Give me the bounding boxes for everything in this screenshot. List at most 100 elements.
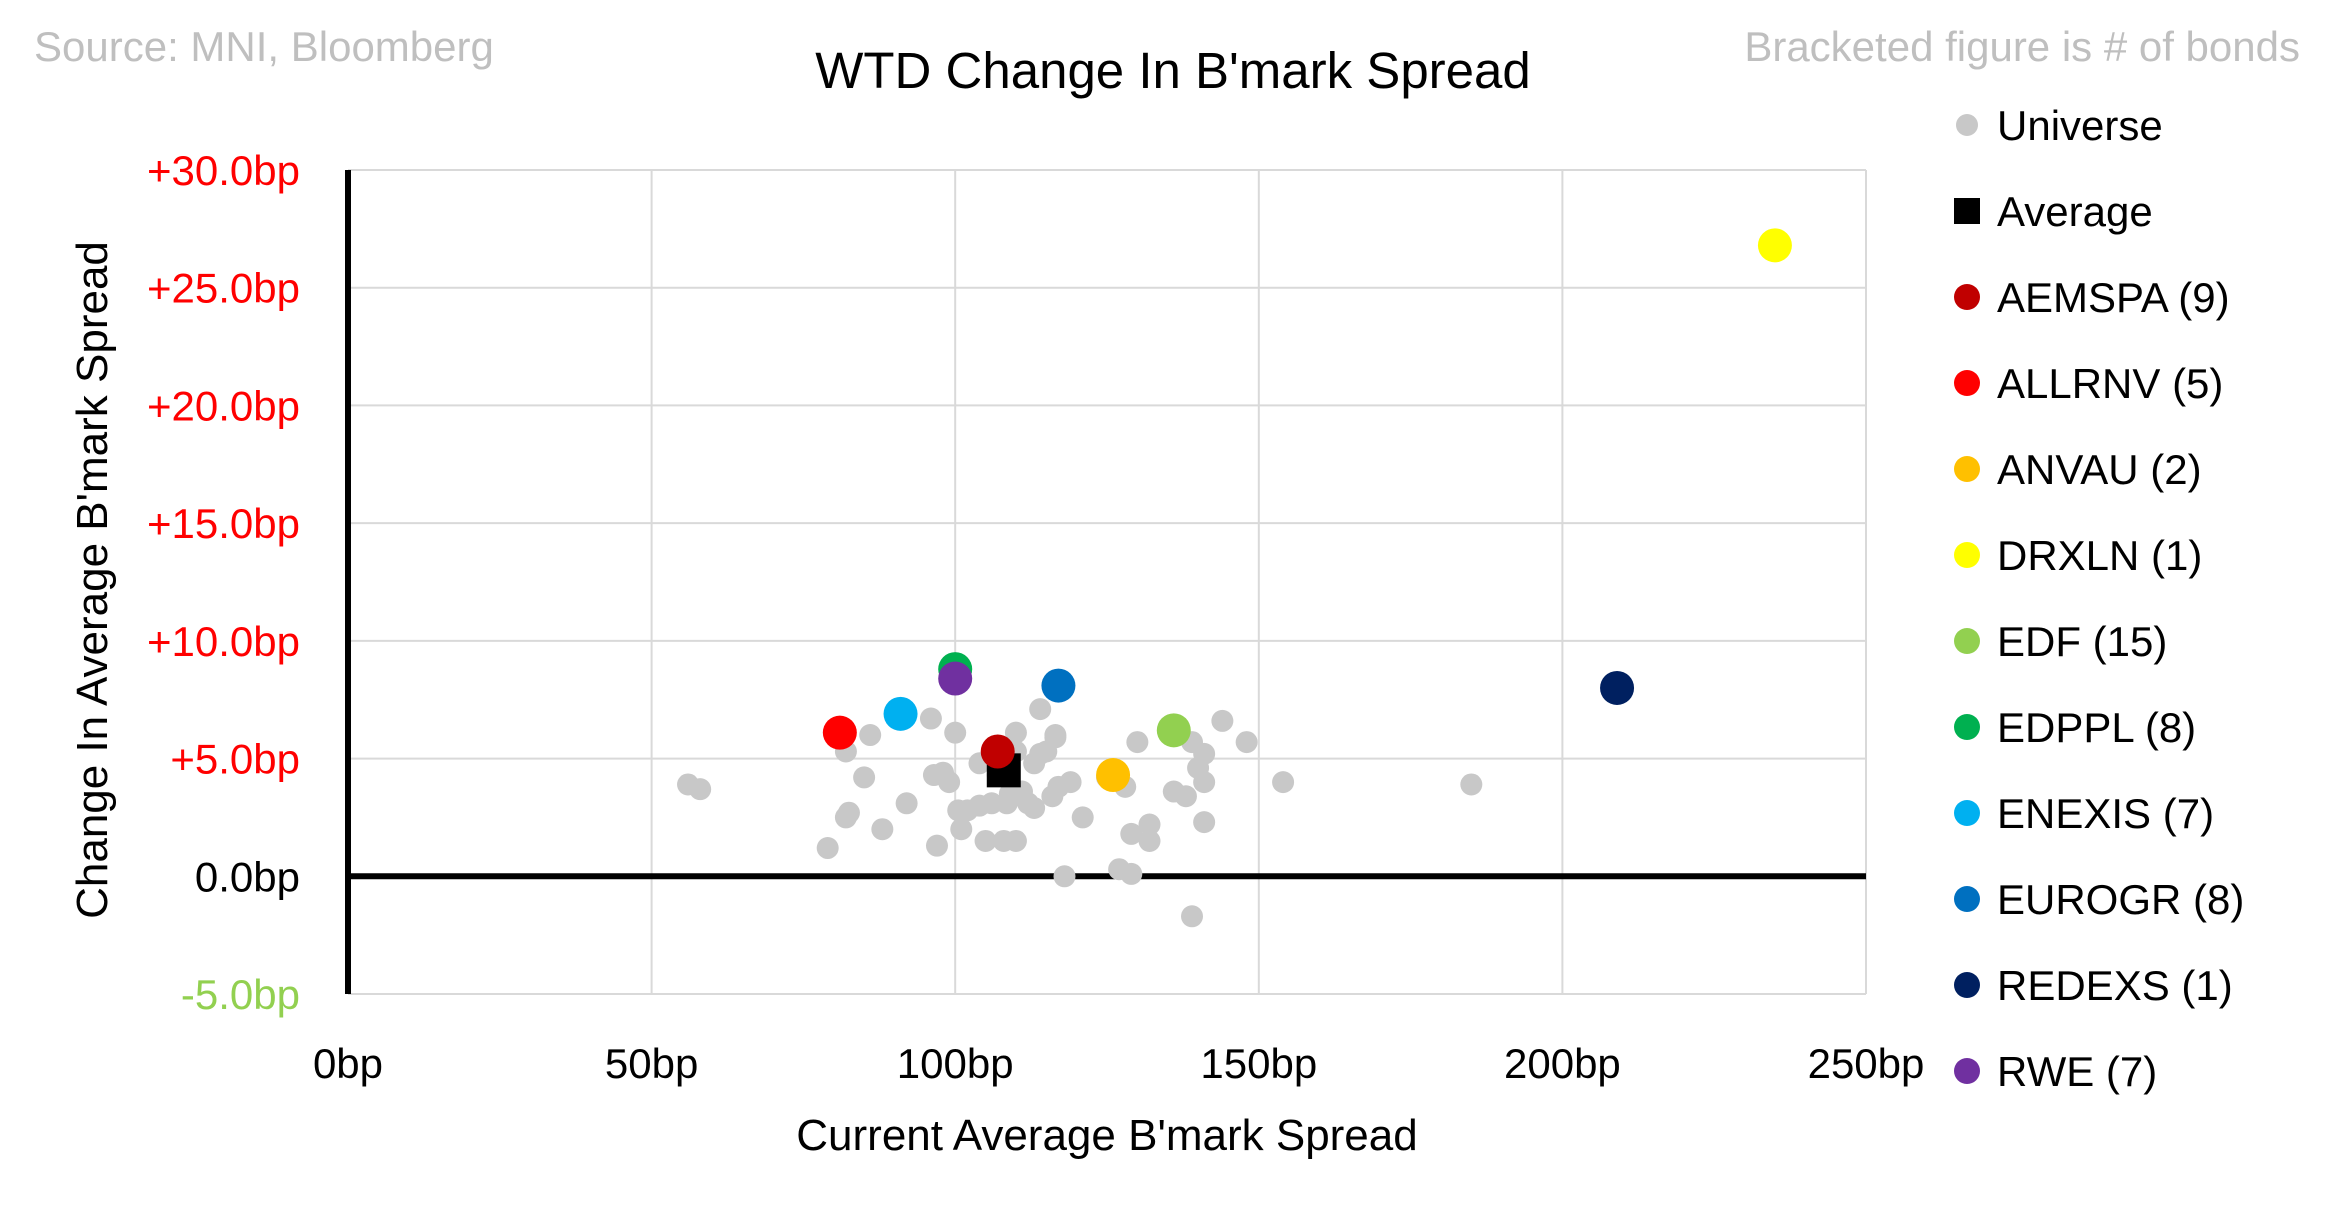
x-tick-label: 250bp (1808, 1040, 1925, 1087)
legend-item: ANVAU (2) (1954, 446, 2202, 493)
universe-point (1071, 806, 1094, 829)
x-tick-label: 100bp (897, 1040, 1014, 1087)
legend-label: Average (1997, 188, 2153, 235)
universe-point (1044, 726, 1067, 749)
y-tick-label: +15.0bp (147, 500, 300, 547)
legend-marker (1954, 456, 1980, 482)
legend-marker (1954, 284, 1980, 310)
legend-label: EDF (15) (1997, 618, 2167, 665)
universe-point (1126, 731, 1149, 754)
universe-point (1460, 773, 1483, 796)
universe-point (689, 778, 712, 801)
y-tick-label: +20.0bp (147, 382, 300, 429)
legend-marker (1954, 542, 1980, 568)
issuer-point-redexs (1600, 670, 1635, 705)
universe-point (1004, 721, 1027, 744)
legend-item: REDEXS (1) (1954, 962, 2233, 1009)
y-tick-label: -5.0bp (181, 971, 300, 1018)
issuer-point-eurogr (1041, 668, 1076, 703)
universe-point (950, 818, 973, 841)
legend-label: ENEXIS (7) (1997, 790, 2214, 837)
universe-point (974, 829, 997, 852)
issuer-point-rwe (938, 661, 973, 696)
legend-marker (1954, 1058, 1980, 1084)
legend-label: DRXLN (1) (1997, 532, 2202, 579)
issuer-point-edf (1156, 713, 1191, 748)
universe-point (837, 801, 860, 824)
legend: Universe Average AEMSPA (9) ALLRNV (5) ANVAU… (1954, 102, 2244, 1095)
y-tick-label: +30.0bp (147, 147, 300, 194)
x-tick-label: 200bp (1504, 1040, 1621, 1087)
universe-point (1235, 731, 1258, 754)
legend-label: EDPPL (8) (1997, 704, 2196, 751)
legend-label: ANVAU (2) (1997, 446, 2202, 493)
legend-item: RWE (7) (1954, 1048, 2157, 1095)
legend-marker (1954, 886, 1980, 912)
issuer-point-anvau (1096, 758, 1131, 793)
y-tick-label: +25.0bp (147, 265, 300, 312)
y-tick-label: +10.0bp (147, 618, 300, 665)
universe-point (1211, 709, 1234, 732)
chart-title: WTD Change In B'mark Spread (815, 42, 1531, 99)
legend-label: ALLRNV (5) (1997, 360, 2223, 407)
data-points (677, 228, 1792, 928)
gridlines (348, 169, 1867, 995)
universe-point (1138, 829, 1161, 852)
legend-marker (1954, 972, 1980, 998)
universe-point (1023, 797, 1046, 820)
y-axis-label: Change In Average B'mark Spread (68, 241, 117, 919)
universe-point (1181, 905, 1204, 928)
universe-point (859, 724, 882, 747)
legend-label: REDEXS (1) (1997, 962, 2233, 1009)
universe-point (1193, 771, 1216, 794)
legend-label: EUROGR (8) (1997, 876, 2244, 923)
axes (345, 170, 1866, 994)
universe-point (1193, 742, 1216, 765)
universe-point (925, 834, 948, 857)
universe-point (853, 766, 876, 789)
universe-point (1120, 822, 1143, 845)
universe-point (980, 792, 1003, 815)
x-axis-label: Current Average B'mark Spread (796, 1111, 1417, 1160)
universe-point (1174, 785, 1197, 808)
universe-point (1004, 829, 1027, 852)
universe-point (1059, 771, 1082, 794)
source-note: Source: MNI, Bloomberg (34, 23, 494, 70)
universe-point (1053, 865, 1076, 888)
x-tick-label: 0bp (313, 1040, 383, 1087)
legend-item: EDPPL (8) (1954, 704, 2196, 751)
legend-item: DRXLN (1) (1954, 532, 2202, 579)
universe-point (1138, 813, 1161, 836)
legend-marker (1954, 800, 1980, 826)
issuer-point-drxln (1757, 228, 1792, 263)
universe-point (1029, 698, 1052, 721)
tick-labels: -5.0bp 0.0bp +5.0bp +10.0bp +15.0bp +20.0bp +2… (147, 147, 1924, 1087)
universe-point (1193, 811, 1216, 834)
legend-label: Universe (1997, 102, 2163, 149)
y-tick-label: 0.0bp (195, 853, 300, 900)
universe-point (944, 721, 967, 744)
universe-point (919, 707, 942, 730)
legend-marker (1954, 198, 1980, 224)
bond-count-note: Bracketed figure is # of bonds (1744, 23, 2300, 70)
issuer-point-enexis (883, 696, 918, 731)
universe-point (1272, 771, 1295, 794)
y-tick-label: +5.0bp (170, 736, 300, 783)
legend-item: ALLRNV (5) (1954, 360, 2223, 407)
legend-marker (1954, 628, 1980, 654)
x-tick-label: 50bp (605, 1040, 698, 1087)
issuer-point-aemspa (980, 734, 1015, 769)
legend-marker (1954, 370, 1980, 396)
legend-label: RWE (7) (1997, 1048, 2157, 1095)
universe-point (871, 818, 894, 841)
x-tick-label: 150bp (1200, 1040, 1317, 1087)
legend-item: ENEXIS (7) (1954, 790, 2214, 837)
legend-item: EDF (15) (1954, 618, 2167, 665)
universe-point (895, 792, 918, 815)
legend-marker (1956, 114, 1978, 136)
legend-item: EUROGR (8) (1954, 876, 2244, 923)
universe-point (816, 837, 839, 860)
universe-point (1120, 862, 1143, 885)
issuer-point-allrnv (822, 715, 857, 750)
universe-point (938, 771, 961, 794)
